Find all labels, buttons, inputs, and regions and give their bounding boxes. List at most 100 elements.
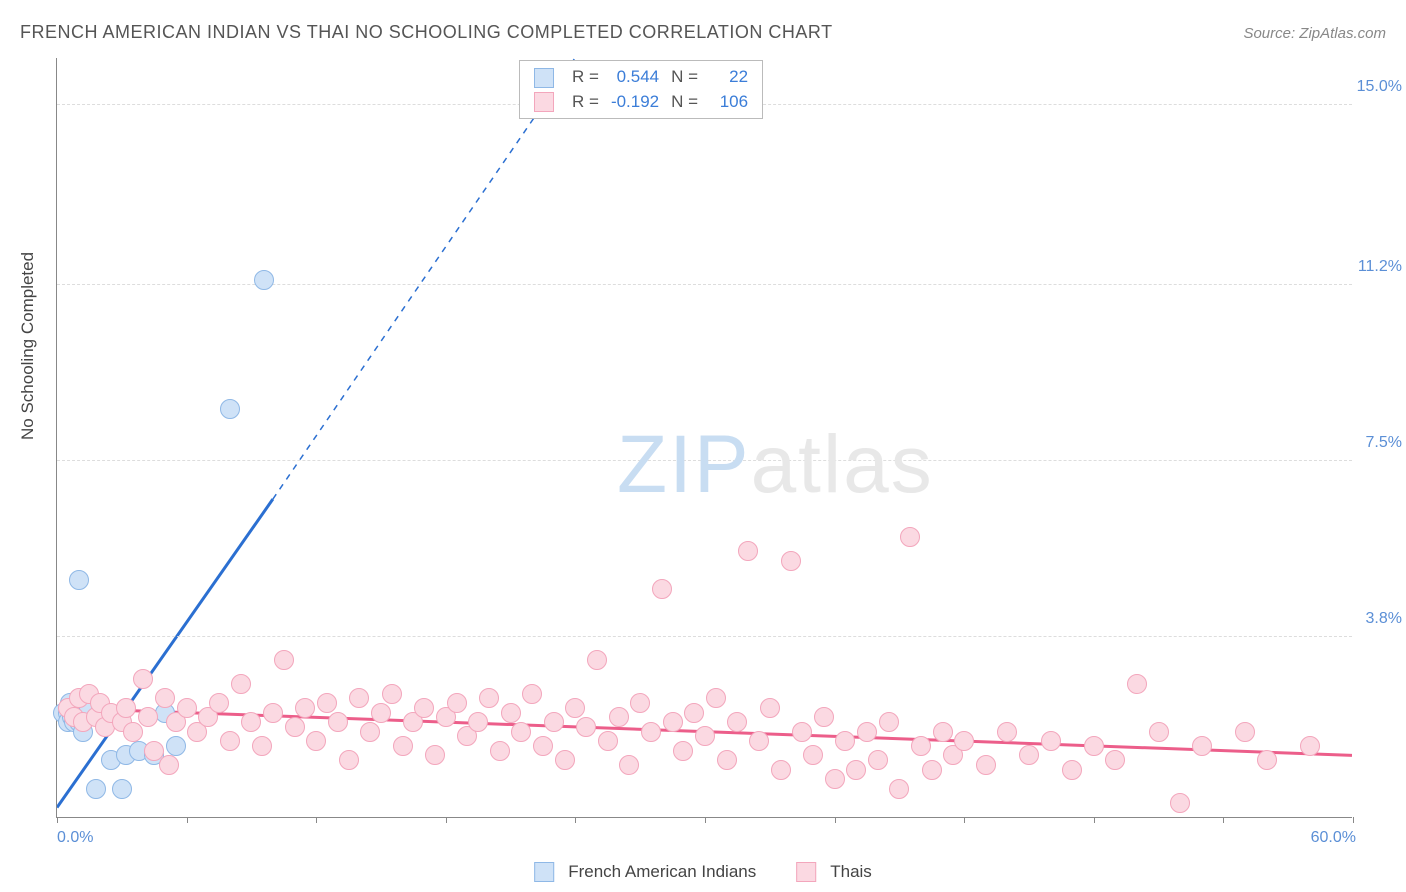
data-point [619, 755, 639, 775]
data-point [116, 698, 136, 718]
gridline [57, 460, 1352, 461]
data-point [997, 722, 1017, 742]
data-point [771, 760, 791, 780]
data-point [555, 750, 575, 770]
data-point [868, 750, 888, 770]
legend-item: French American Indians [534, 862, 756, 882]
x-tick [1094, 817, 1095, 823]
data-point [663, 712, 683, 732]
data-point [1127, 674, 1147, 694]
data-point [155, 688, 175, 708]
data-point [900, 527, 920, 547]
data-point [425, 745, 445, 765]
stat-r-value: -0.192 [605, 90, 665, 115]
data-point [673, 741, 693, 761]
legend-item: Thais [796, 862, 872, 882]
chart-header: FRENCH AMERICAN INDIAN VS THAI NO SCHOOL… [20, 22, 1386, 43]
stat-n-label: N = [665, 65, 704, 90]
data-point [220, 731, 240, 751]
x-tick [1223, 817, 1224, 823]
data-point [933, 722, 953, 742]
data-point [781, 551, 801, 571]
data-point [112, 779, 132, 799]
data-point [177, 698, 197, 718]
y-tick-label: 15.0% [1357, 78, 1402, 96]
data-point [447, 693, 467, 713]
data-point [738, 541, 758, 561]
data-point [209, 693, 229, 713]
chart-title: FRENCH AMERICAN INDIAN VS THAI NO SCHOOL… [20, 22, 833, 43]
data-point [522, 684, 542, 704]
data-point [138, 707, 158, 727]
data-point [166, 736, 186, 756]
x-tick [446, 817, 447, 823]
data-point [479, 688, 499, 708]
data-point [254, 270, 274, 290]
data-point [295, 698, 315, 718]
data-point [954, 731, 974, 751]
data-point [1105, 750, 1125, 770]
stat-n-label: N = [665, 90, 704, 115]
data-point [414, 698, 434, 718]
data-point [825, 769, 845, 789]
stats-legend: R =0.544N =22R =-0.192N =106 [519, 60, 763, 119]
data-point [652, 579, 672, 599]
gridline [57, 284, 1352, 285]
data-point [565, 698, 585, 718]
data-point [69, 570, 89, 590]
stat-n-value: 22 [704, 65, 754, 90]
gridline [57, 636, 1352, 637]
legend-swatch [534, 862, 554, 882]
stat-r-label: R = [566, 65, 605, 90]
watermark-atlas: atlas [751, 419, 934, 510]
x-tick [575, 817, 576, 823]
data-point [317, 693, 337, 713]
data-point [630, 693, 650, 713]
data-point [1192, 736, 1212, 756]
data-point [231, 674, 251, 694]
data-point [159, 755, 179, 775]
data-point [1170, 793, 1190, 813]
data-point [889, 779, 909, 799]
x-tick [1353, 817, 1354, 823]
data-point [760, 698, 780, 718]
data-point [1084, 736, 1104, 756]
legend-label: Thais [830, 862, 872, 882]
stat-r-label: R = [566, 90, 605, 115]
trend-lines-layer [57, 58, 1352, 817]
data-point [1062, 760, 1082, 780]
data-point [857, 722, 877, 742]
data-point [360, 722, 380, 742]
y-tick-label: 11.2% [1358, 258, 1402, 276]
data-point [501, 703, 521, 723]
watermark-zip: ZIP [617, 419, 751, 510]
data-point [922, 760, 942, 780]
data-point [684, 703, 704, 723]
data-point [86, 779, 106, 799]
legend-swatch [534, 92, 554, 112]
data-point [576, 717, 596, 737]
data-point [598, 731, 618, 751]
data-point [371, 703, 391, 723]
watermark: ZIPatlas [617, 418, 934, 512]
data-point [1019, 745, 1039, 765]
data-point [803, 745, 823, 765]
data-point [609, 707, 629, 727]
data-point [1235, 722, 1255, 742]
y-axis-label: No Schooling Completed [18, 252, 38, 440]
data-point [749, 731, 769, 751]
data-point [490, 741, 510, 761]
data-point [220, 399, 240, 419]
x-tick [187, 817, 188, 823]
x-min-label: 0.0% [57, 829, 93, 847]
data-point [717, 750, 737, 770]
x-tick [964, 817, 965, 823]
data-point [349, 688, 369, 708]
y-tick-label: 7.5% [1366, 434, 1402, 452]
series-legend: French American Indians Thais [534, 862, 872, 882]
data-point [339, 750, 359, 770]
data-point [814, 707, 834, 727]
data-point [123, 722, 143, 742]
legend-swatch [534, 68, 554, 88]
data-point [706, 688, 726, 708]
